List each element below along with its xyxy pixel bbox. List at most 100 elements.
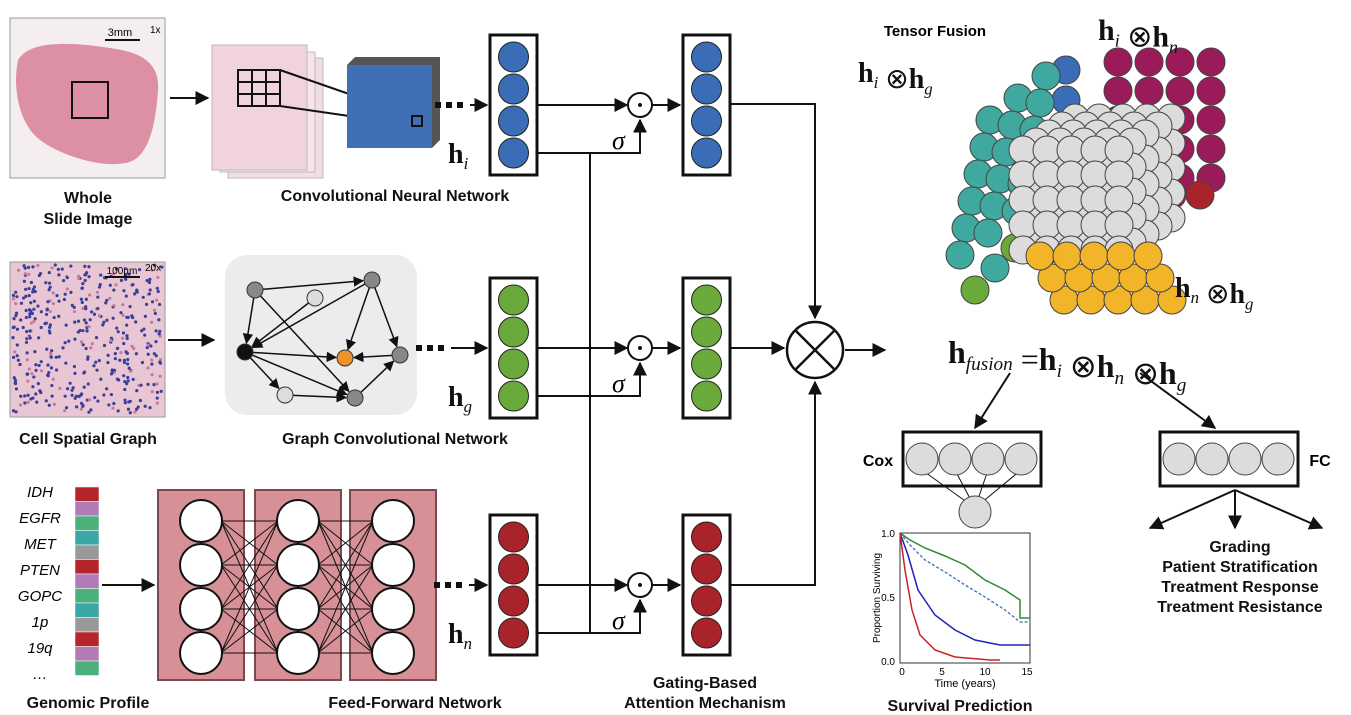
- nucleus: [144, 315, 147, 318]
- graph-node: [364, 272, 380, 288]
- gene-segment: [75, 531, 99, 546]
- graph-node: [307, 290, 323, 306]
- nucleus: [103, 344, 106, 347]
- vector-cell: [499, 285, 529, 315]
- nucleus: [85, 329, 88, 332]
- math-expression: hn: [448, 619, 472, 653]
- gene-label: 19q: [27, 640, 53, 657]
- graph-node: [337, 350, 353, 366]
- nucleus: [82, 343, 85, 346]
- nucleus: [55, 294, 58, 297]
- vector-cell: [499, 618, 529, 648]
- nucleus: [142, 296, 145, 299]
- nucleus: [53, 403, 56, 406]
- nucleus: [34, 290, 37, 293]
- gene-segment: [75, 661, 99, 676]
- nucleus: [128, 305, 131, 308]
- nucleus: [81, 282, 84, 285]
- tensor-element: [1197, 135, 1225, 163]
- nucleus: [84, 279, 87, 282]
- nucleus: [90, 310, 93, 313]
- nucleus: [49, 286, 52, 289]
- cell-graph-image: [10, 262, 165, 417]
- nucleus: [81, 301, 84, 304]
- nucleus: [50, 384, 53, 387]
- gate-symbol: σ: [612, 369, 626, 398]
- gene-segment: [75, 603, 99, 618]
- math-base: h: [1175, 273, 1191, 304]
- nucleus: [29, 336, 32, 339]
- math-operator: ⊗: [1132, 355, 1159, 391]
- vector-cell: [499, 349, 529, 379]
- math-operator: ⊗: [885, 64, 908, 95]
- nucleus: [20, 302, 23, 305]
- nucleus: [91, 342, 94, 345]
- vector-cell: [692, 586, 722, 616]
- nucleus: [70, 394, 73, 397]
- nucleus: [156, 391, 159, 394]
- nucleus: [126, 376, 129, 379]
- nucleus: [134, 320, 137, 323]
- arrow: [1235, 490, 1322, 528]
- nucleus: [124, 401, 127, 404]
- nucleus: [106, 361, 109, 364]
- nucleus: [37, 336, 40, 339]
- vector-cell: [692, 522, 722, 552]
- gene-label: …: [33, 666, 48, 683]
- nucleus: [96, 400, 99, 403]
- math-sub: i: [874, 73, 879, 92]
- task: Treatment Resistance: [1157, 599, 1323, 616]
- gcn-panel: [225, 255, 417, 415]
- nucleus: [53, 316, 56, 319]
- nucleus: [24, 272, 27, 275]
- nucleus: [32, 375, 35, 378]
- neuron: [372, 544, 414, 586]
- neuron: [180, 588, 222, 630]
- nucleus: [57, 268, 60, 271]
- nucleus: [57, 315, 60, 318]
- tensor-element: [1080, 242, 1108, 270]
- neuron: [277, 632, 319, 674]
- nucleus: [89, 318, 92, 321]
- nucleus: [131, 283, 134, 286]
- nucleus: [94, 361, 97, 364]
- nucleus: [123, 388, 126, 391]
- nucleus: [119, 351, 122, 354]
- nucleus: [159, 375, 162, 378]
- nucleus: [84, 347, 87, 350]
- nucleus: [14, 410, 17, 413]
- nucleus: [40, 310, 43, 313]
- nucleus: [36, 264, 39, 267]
- vector-cell: [499, 586, 529, 616]
- nucleus: [28, 294, 31, 297]
- nucleus: [47, 371, 50, 374]
- nucleus: [155, 382, 158, 385]
- vector-cell: [692, 285, 722, 315]
- math-base: h: [909, 64, 925, 95]
- nucleus: [121, 303, 124, 306]
- nucleus: [146, 383, 149, 386]
- nucleus: [96, 295, 99, 298]
- nucleus: [149, 344, 152, 347]
- math-sub: i: [1115, 31, 1120, 51]
- nucleus: [27, 266, 30, 269]
- nucleus: [33, 300, 36, 303]
- math-base: h: [1152, 21, 1169, 54]
- fc-unit: [1229, 443, 1261, 475]
- nucleus: [50, 349, 53, 352]
- nucleus: [117, 378, 120, 381]
- gene-segment: [75, 516, 99, 531]
- graph-node: [392, 347, 408, 363]
- tensor-element: [1053, 242, 1081, 270]
- gene-segment: [75, 574, 99, 589]
- nucleus: [156, 287, 159, 290]
- nucleus: [122, 374, 125, 377]
- nucleus: [154, 312, 157, 315]
- nucleus: [52, 291, 55, 294]
- gene-segment: [75, 589, 99, 604]
- nucleus: [17, 269, 20, 272]
- nucleus: [87, 275, 90, 278]
- nucleus: [48, 404, 51, 407]
- nucleus: [17, 359, 20, 362]
- nucleus: [114, 357, 117, 360]
